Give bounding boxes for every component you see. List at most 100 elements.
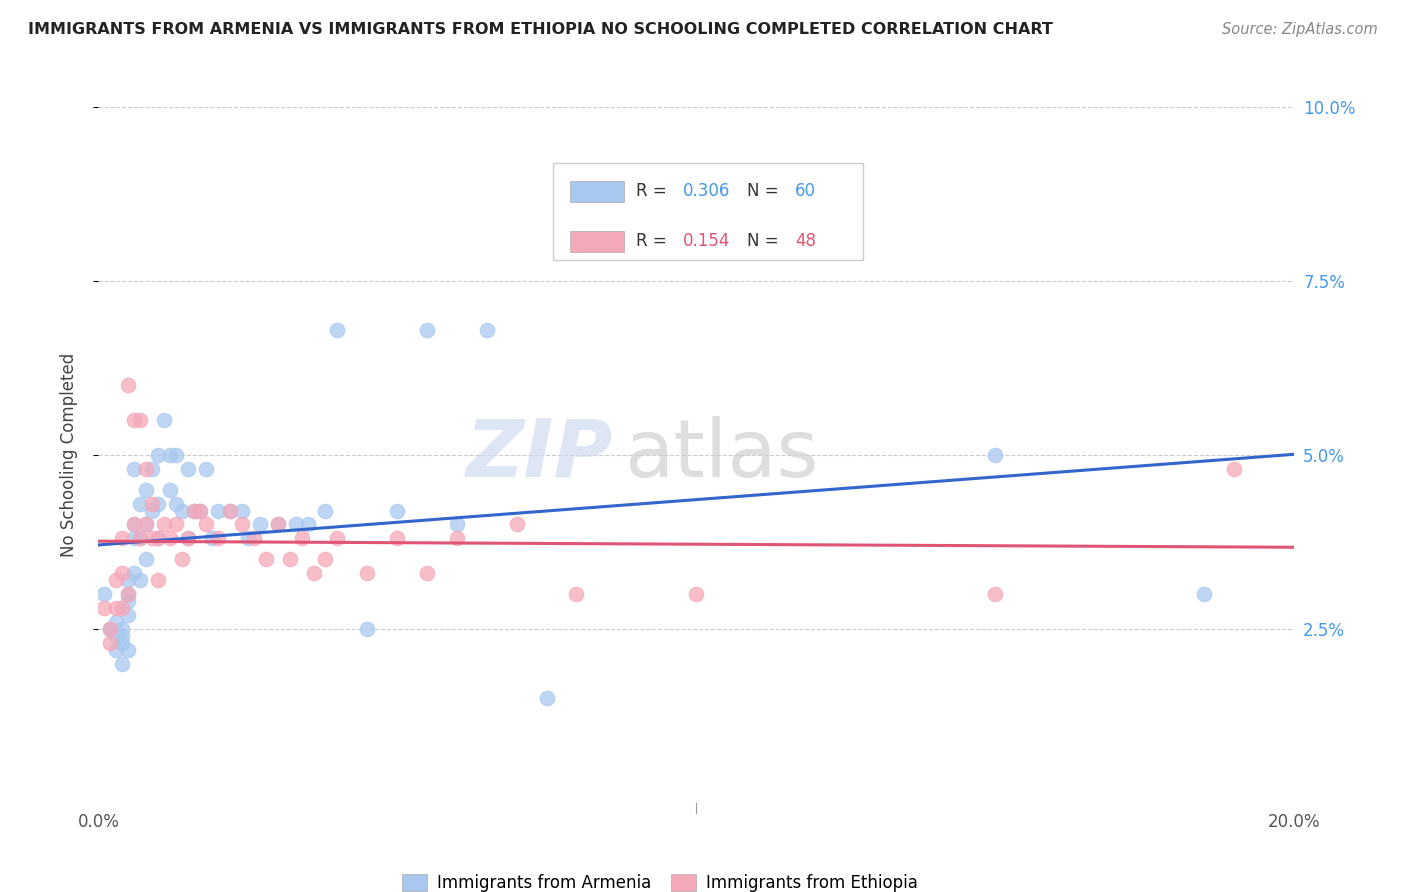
Point	[243, 532, 266, 546]
Text: R =: R =	[637, 182, 672, 200]
Point	[475, 323, 498, 337]
Point	[135, 462, 157, 476]
Point	[385, 503, 409, 517]
Point	[117, 642, 139, 657]
Point	[1223, 462, 1246, 476]
Point	[315, 552, 337, 566]
Point	[416, 323, 439, 337]
Point	[93, 587, 115, 601]
Point	[254, 552, 277, 566]
Point	[93, 601, 115, 615]
Point	[188, 503, 211, 517]
Point	[326, 532, 349, 546]
Point	[416, 566, 439, 581]
Point	[165, 497, 187, 511]
Text: 48: 48	[796, 232, 815, 251]
Point	[165, 448, 187, 462]
Point	[105, 601, 128, 615]
Point	[302, 566, 325, 581]
Point	[117, 573, 139, 587]
Point	[249, 517, 271, 532]
Point	[188, 503, 211, 517]
Point	[105, 573, 128, 587]
Point	[685, 587, 707, 601]
Point	[111, 601, 134, 615]
Point	[111, 622, 134, 636]
Point	[148, 497, 170, 511]
Point	[129, 573, 152, 587]
Point	[124, 462, 146, 476]
Point	[278, 552, 301, 566]
Point	[153, 517, 176, 532]
Point	[446, 532, 468, 546]
Point	[291, 532, 314, 546]
Point	[159, 532, 181, 546]
Point	[141, 497, 163, 511]
Point	[153, 413, 176, 427]
Point	[100, 636, 122, 650]
Point	[195, 462, 218, 476]
Point	[177, 462, 200, 476]
Point	[129, 497, 152, 511]
Point	[117, 607, 139, 622]
FancyBboxPatch shape	[553, 162, 863, 260]
Point	[148, 532, 170, 546]
Point	[172, 552, 194, 566]
Point	[129, 532, 152, 546]
FancyBboxPatch shape	[571, 231, 624, 252]
Point	[148, 573, 170, 587]
Point	[117, 587, 139, 601]
Text: Source: ZipAtlas.com: Source: ZipAtlas.com	[1222, 22, 1378, 37]
Point	[326, 323, 349, 337]
Point	[135, 517, 157, 532]
Point	[135, 552, 157, 566]
Text: 0.306: 0.306	[683, 182, 730, 200]
Point	[536, 691, 558, 706]
Point	[100, 622, 122, 636]
Point	[219, 503, 242, 517]
Point	[201, 532, 224, 546]
Point	[148, 532, 170, 546]
Point	[267, 517, 290, 532]
Point	[183, 503, 205, 517]
Text: N =: N =	[748, 232, 785, 251]
Text: 0.154: 0.154	[683, 232, 730, 251]
Point	[105, 629, 128, 643]
Point	[177, 532, 200, 546]
Point	[315, 503, 337, 517]
Text: atlas: atlas	[624, 416, 818, 494]
Point	[385, 532, 409, 546]
Point	[506, 517, 529, 532]
Point	[984, 587, 1007, 601]
Point	[135, 483, 157, 497]
Point	[267, 517, 290, 532]
Point	[207, 532, 229, 546]
Point	[159, 483, 181, 497]
Point	[117, 378, 139, 392]
Point	[124, 532, 146, 546]
Point	[165, 517, 187, 532]
Point	[172, 503, 194, 517]
Point	[141, 532, 163, 546]
Point	[124, 566, 146, 581]
Point	[111, 636, 134, 650]
Text: R =: R =	[637, 232, 672, 251]
Point	[111, 566, 134, 581]
Point	[117, 587, 139, 601]
Point	[1192, 587, 1215, 601]
Text: 60: 60	[796, 182, 815, 200]
Point	[195, 517, 218, 532]
Point	[141, 503, 163, 517]
Point	[219, 503, 242, 517]
Text: IMMIGRANTS FROM ARMENIA VS IMMIGRANTS FROM ETHIOPIA NO SCHOOLING COMPLETED CORRE: IMMIGRANTS FROM ARMENIA VS IMMIGRANTS FR…	[28, 22, 1053, 37]
Point	[129, 532, 152, 546]
FancyBboxPatch shape	[571, 181, 624, 202]
Point	[111, 532, 134, 546]
Point	[177, 532, 200, 546]
Point	[159, 448, 181, 462]
Point	[565, 587, 588, 601]
Point	[297, 517, 319, 532]
Text: ZIP: ZIP	[465, 416, 613, 494]
Point	[446, 517, 468, 532]
Point	[105, 615, 128, 629]
